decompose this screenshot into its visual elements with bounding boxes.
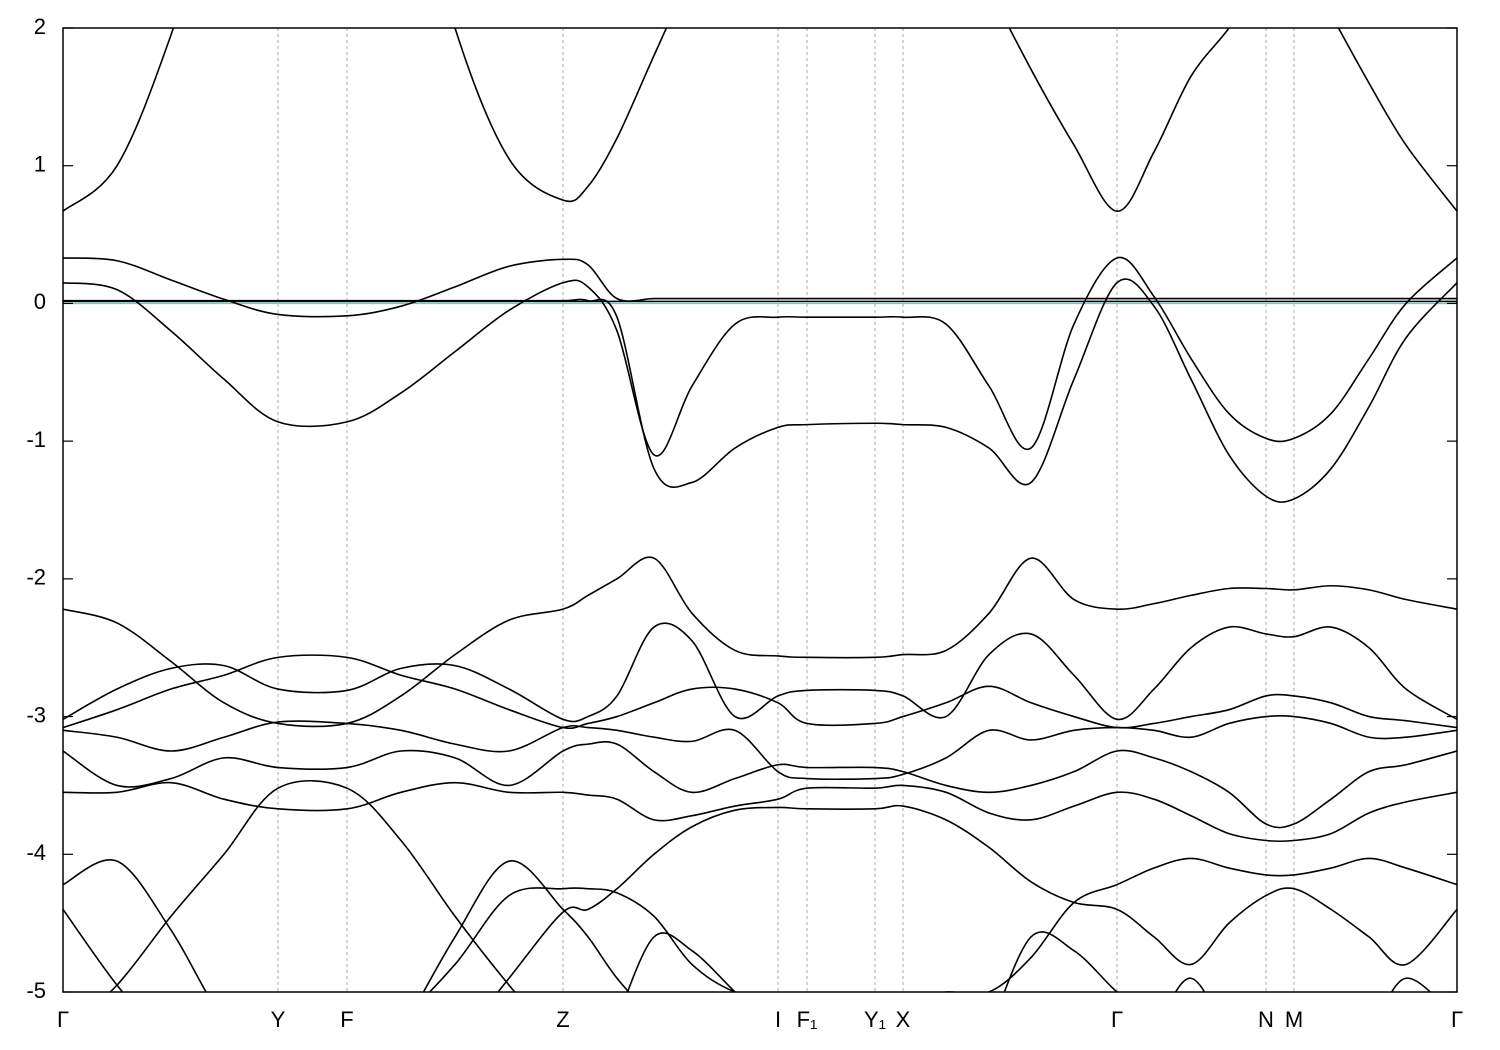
x-tick-label: F₁ [797, 1007, 818, 1032]
x-tick-label: F [340, 1007, 353, 1032]
band-line [63, 654, 1457, 729]
y-tick-label: -3 [26, 702, 46, 727]
band-line [63, 908, 124, 992]
band-line [63, 257, 1457, 318]
band-line [63, 781, 1457, 843]
band-line [109, 779, 516, 992]
band-line [63, 278, 1457, 503]
x-tick-label: X [896, 1007, 911, 1032]
plot-area [63, 28, 1457, 992]
plot-frame [62, 27, 1458, 993]
x-tick-label: M [1285, 1007, 1303, 1032]
x-tick-label: Y₁ [864, 1007, 886, 1032]
y-tick-label: -5 [26, 978, 46, 1003]
x-tick-label: Γ [1111, 1007, 1123, 1032]
band-line [63, 740, 1457, 829]
grid [62, 28, 1458, 992]
x-tick-label: Γ [1451, 1007, 1463, 1032]
y-tick-label: -2 [26, 565, 46, 590]
band-line [63, 28, 1457, 212]
x-tick-label: Z [556, 1007, 569, 1032]
band-line [63, 857, 1457, 992]
y-tick-label: -4 [26, 840, 46, 865]
x-tick-label: Γ [57, 1007, 69, 1032]
band-line [63, 622, 1457, 723]
y-tick-label: 0 [34, 289, 46, 314]
band-line [63, 556, 1457, 728]
y-tick-label: 2 [34, 14, 46, 39]
band-line [626, 931, 1432, 992]
band-line [422, 860, 630, 992]
y-tick-label: 1 [34, 152, 46, 177]
band-line [497, 804, 1457, 992]
band-line [63, 714, 1457, 781]
y-tick-label: -1 [26, 427, 46, 452]
x-tick-label: N [1258, 1007, 1274, 1032]
band-line [63, 256, 1457, 457]
axes: -5 -4 -3 -2 -1 0 1 2 Γ Y F Z I F₁ Y₁ X Γ N M Γ [26, 14, 1463, 1032]
x-tick-label: Y [271, 1007, 286, 1032]
x-tick-label: I [775, 1007, 781, 1032]
